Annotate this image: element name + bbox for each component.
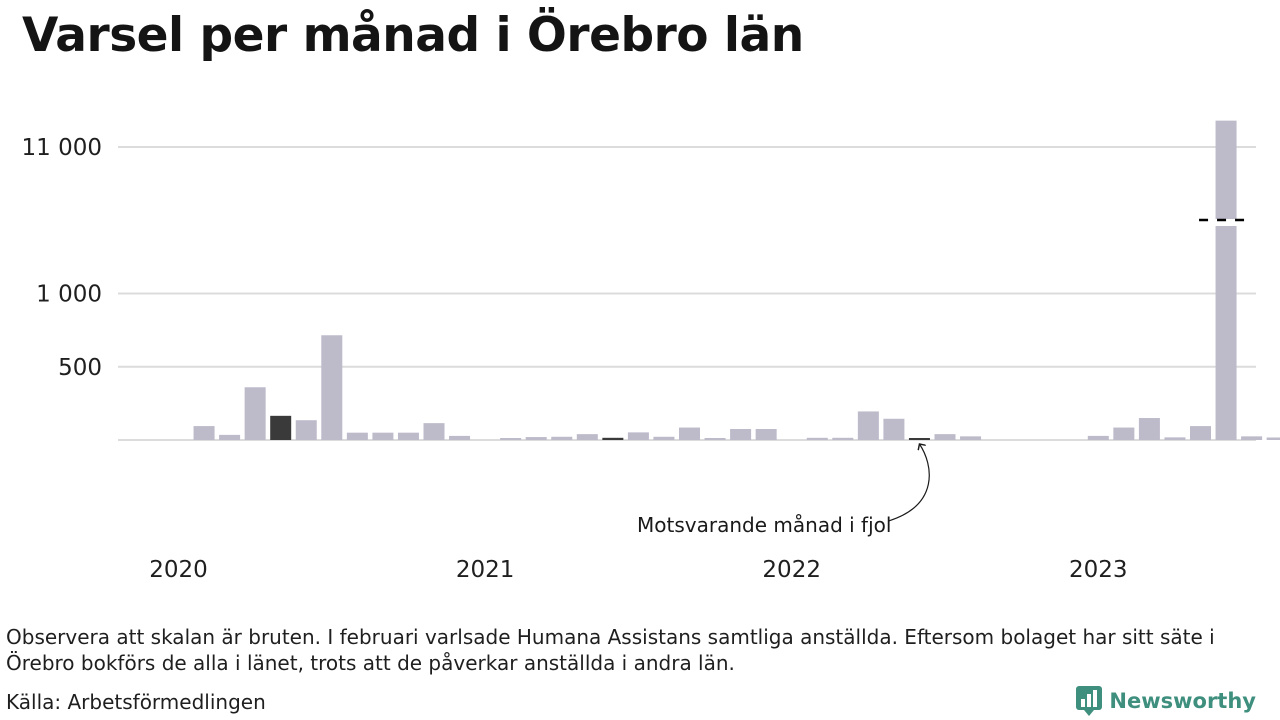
y-tick-label: 1 000 <box>36 282 102 308</box>
bar <box>1113 427 1135 440</box>
bar <box>397 432 419 440</box>
bar <box>1087 435 1109 440</box>
bar <box>1215 120 1237 440</box>
latest-month-label: Maj <box>1278 369 1280 400</box>
bar <box>1241 436 1263 440</box>
bar <box>270 415 292 440</box>
annotation-arrow <box>888 444 930 522</box>
bar <box>219 434 241 440</box>
bar <box>960 436 982 440</box>
bar <box>1190 426 1211 440</box>
bar <box>602 437 624 440</box>
bar <box>423 423 445 440</box>
gridlines <box>118 146 1256 441</box>
brand-name: Newsworthy <box>1109 689 1256 713</box>
bar <box>525 437 547 440</box>
chart-note: Observera att skalan är bruten. I februa… <box>6 625 1215 675</box>
bar <box>193 426 215 440</box>
bar <box>704 438 726 440</box>
bar <box>500 438 522 440</box>
bar <box>857 411 879 440</box>
bar <box>346 432 368 440</box>
bar <box>755 429 777 440</box>
bar <box>832 437 854 440</box>
chart-title: Varsel per månad i Örebro län <box>22 8 804 63</box>
bar <box>806 437 828 440</box>
bar <box>244 387 266 440</box>
y-tick-label: 500 <box>58 355 102 381</box>
bar <box>679 427 700 440</box>
x-tick-label: 2020 <box>149 557 208 583</box>
bar <box>1164 437 1186 440</box>
bar <box>551 436 573 440</box>
bar <box>883 418 905 440</box>
x-tick-label: 2021 <box>456 557 515 583</box>
bar <box>1266 437 1280 440</box>
bar <box>908 438 930 440</box>
x-tick-label: 2023 <box>1069 557 1128 583</box>
brand-logo: Newsworthy <box>1076 686 1256 716</box>
bar <box>653 436 675 440</box>
bar <box>449 435 471 440</box>
bar <box>730 429 752 440</box>
x-tick-label: 2022 <box>762 557 821 583</box>
bar <box>576 434 598 440</box>
y-tick-label: 11 000 <box>22 135 102 161</box>
bar <box>295 420 317 440</box>
annotation-text: Motsvarande månad i fjol <box>637 513 891 537</box>
bar <box>934 434 956 440</box>
scale-break-gap <box>1214 219 1238 226</box>
source-label: Källa: Arbetsförmedlingen <box>6 690 266 714</box>
newsworthy-logo-icon <box>1076 686 1103 716</box>
bar <box>372 432 394 440</box>
bar <box>321 335 343 440</box>
bar <box>627 432 649 440</box>
bars <box>193 120 1280 440</box>
bar <box>1138 418 1160 440</box>
